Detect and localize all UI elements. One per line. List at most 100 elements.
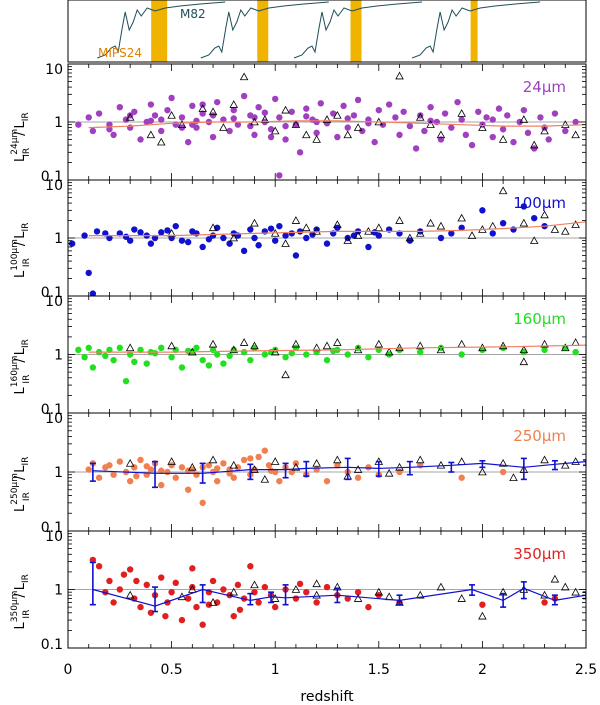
y-axis-title-main: L (13, 504, 28, 512)
data-point-detections (489, 133, 496, 141)
panel-plot-area (75, 338, 586, 385)
data-point-detections (247, 226, 254, 233)
data-point-detections (158, 481, 165, 489)
data-point-detections (354, 588, 362, 596)
data-point-detections (247, 563, 254, 570)
data-point-detections (282, 232, 289, 239)
data-point-upper-limits (395, 343, 404, 352)
y-tick-label: 0.1 (41, 637, 63, 653)
x-axis-title: redshift (300, 689, 354, 705)
data-point-detections (89, 127, 97, 135)
data-point-detections (385, 351, 393, 358)
data-point-detections (168, 588, 175, 596)
data-point-upper-limits (270, 126, 280, 135)
data-point-upper-limits (509, 473, 518, 481)
y-axis-title: L250μm IR/LIR (10, 457, 32, 512)
data-point-detections (541, 346, 548, 354)
filter-band-4 (470, 0, 478, 62)
data-point-upper-limits (571, 587, 580, 596)
y-axis-title-band: 100μm (10, 239, 20, 271)
data-point-detections (562, 344, 569, 352)
data-point-detections (288, 108, 295, 115)
data-point-detections (95, 110, 103, 117)
trend-line (88, 344, 586, 353)
y-axis-title-main: L (13, 622, 28, 630)
data-point-upper-limits (260, 474, 270, 483)
data-point-upper-limits (540, 455, 549, 464)
y-axis-title-den: L (13, 582, 28, 590)
panel-label: 24μm (523, 78, 566, 96)
data-point-detections (272, 603, 279, 611)
data-point-detections (199, 356, 206, 364)
data-point-detections (126, 351, 134, 358)
data-point-detections (247, 455, 254, 462)
data-point-detections (385, 101, 393, 108)
data-point-detections (178, 616, 186, 624)
data-point-detections (158, 344, 165, 352)
data-point-detections (531, 214, 538, 222)
data-point-detections (499, 468, 507, 476)
data-point-detections (189, 565, 196, 572)
y-axis-title: L100μm IR/LIR (10, 223, 32, 278)
y-axis-title-band: 160μm (10, 356, 20, 388)
data-point-upper-limits (312, 590, 321, 599)
y-axis-title-band: 350μm (10, 591, 20, 623)
template-curve-2 (200, 1, 329, 59)
data-point-upper-limits (550, 225, 560, 233)
data-point-detections (251, 131, 258, 139)
data-point-detections (400, 108, 407, 115)
data-point-detections (168, 94, 175, 102)
y-axis-title-slash: / (13, 241, 28, 246)
data-point-detections (143, 581, 150, 589)
data-point-upper-limits (208, 107, 218, 116)
data-point-detections (226, 240, 233, 247)
data-point-detections (296, 149, 304, 156)
filter-band-1 (151, 0, 168, 62)
data-point-detections (247, 122, 254, 130)
data-point-detections (184, 486, 192, 493)
data-point-detections (106, 577, 113, 585)
data-point-detections (375, 346, 382, 354)
data-point-upper-limits (457, 109, 466, 117)
series-detections (68, 203, 548, 296)
data-point-upper-limits (540, 590, 549, 599)
data-point-upper-limits (208, 339, 218, 348)
data-point-upper-limits (415, 112, 425, 121)
data-point-detections (199, 499, 206, 507)
data-point-detections (220, 234, 227, 242)
data-point-detections (143, 463, 150, 470)
data-point-detections (126, 566, 134, 573)
data-point-detections (184, 595, 192, 602)
data-point-detections (110, 131, 117, 139)
data-point-detections (213, 477, 221, 485)
data-point-detections (116, 344, 124, 352)
data-point-detections (184, 138, 192, 146)
y-axis-title-band: 250μm (10, 473, 20, 505)
data-point-upper-limits (250, 580, 259, 589)
data-point-upper-limits (353, 231, 363, 239)
data-point-upper-limits (125, 458, 135, 467)
data-point-detections (75, 346, 82, 354)
data-point-upper-limits (519, 218, 529, 227)
data-point-upper-limits (519, 357, 529, 366)
data-point-upper-limits (384, 468, 394, 477)
data-point-upper-limits (125, 343, 135, 352)
data-point-upper-limits (291, 585, 301, 593)
data-point-detections (184, 238, 192, 246)
data-point-detections (106, 234, 113, 242)
data-point-detections (344, 234, 351, 242)
data-point-upper-limits (239, 338, 249, 346)
data-point-detections (562, 127, 569, 135)
data-point-upper-limits (561, 343, 570, 352)
data-point-detections (479, 601, 486, 608)
data-point-detections (147, 240, 155, 247)
template-curve-4 (411, 1, 541, 59)
data-point-detections (220, 586, 227, 593)
data-point-detections (164, 227, 171, 234)
data-point-detections (255, 453, 262, 461)
data-point-detections (199, 621, 206, 628)
data-point-detections (396, 468, 403, 476)
y-axis-title-den: L (13, 347, 28, 355)
